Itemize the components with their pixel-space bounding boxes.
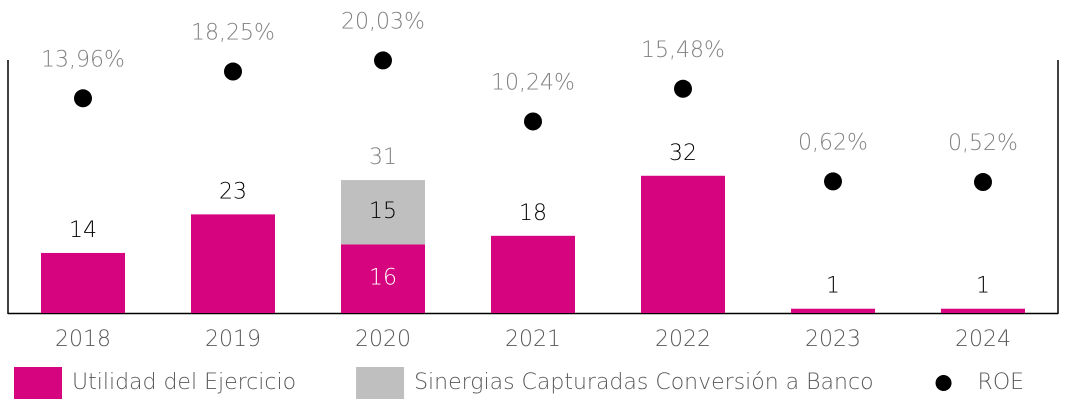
bar — [41, 252, 125, 313]
legend-label: Sinergias Capturadas Conversión a Banco — [414, 370, 873, 395]
bar-label: 15 — [369, 199, 397, 224]
bar-label: 14 — [69, 218, 97, 243]
bar — [341, 244, 425, 313]
roe-dot — [974, 173, 992, 192]
bar-label: 16 — [369, 266, 397, 291]
roe-label: 0,62% — [798, 130, 868, 155]
bar-label: 23 — [219, 179, 247, 204]
x-tick-label: 2020 — [355, 327, 411, 352]
roe-dot — [524, 112, 542, 131]
roe-label: 13,96% — [41, 47, 125, 72]
legend-swatch — [356, 367, 405, 399]
roe-dot — [224, 62, 242, 81]
x-tick-label: 2024 — [955, 327, 1011, 352]
roe-dot — [74, 89, 92, 108]
roe-label: 20,03% — [341, 9, 425, 34]
bar — [791, 308, 875, 313]
x-tick-label: 2021 — [505, 327, 561, 352]
x-tick-label: 2022 — [655, 327, 711, 352]
legend-swatch — [935, 375, 952, 391]
roe-label: 0,52% — [948, 131, 1018, 156]
bar-label: 32 — [669, 141, 697, 166]
roe-label: 15,48% — [641, 38, 725, 63]
x-tick-label: 2019 — [205, 327, 261, 352]
legend-swatch — [14, 367, 62, 399]
bar — [641, 175, 725, 313]
legend-label: ROE — [978, 370, 1025, 395]
x-tick-label: 2018 — [55, 327, 111, 352]
roe-dot — [674, 79, 692, 98]
bar — [941, 308, 1025, 313]
total-label: 31 — [369, 145, 397, 170]
roe-label: 10,24% — [491, 70, 575, 95]
bar-label: 1 — [976, 274, 990, 299]
roe-dot — [824, 172, 842, 191]
bar — [341, 180, 425, 245]
bar — [491, 235, 575, 313]
x-tick-label: 2023 — [805, 327, 861, 352]
bar-label: 18 — [519, 201, 547, 226]
roe-dot — [374, 51, 392, 70]
bar — [191, 214, 275, 313]
legend-label: Utilidad del Ejercicio — [72, 370, 296, 395]
roe-label: 18,25% — [191, 21, 275, 46]
bar-label: 1 — [826, 274, 840, 299]
